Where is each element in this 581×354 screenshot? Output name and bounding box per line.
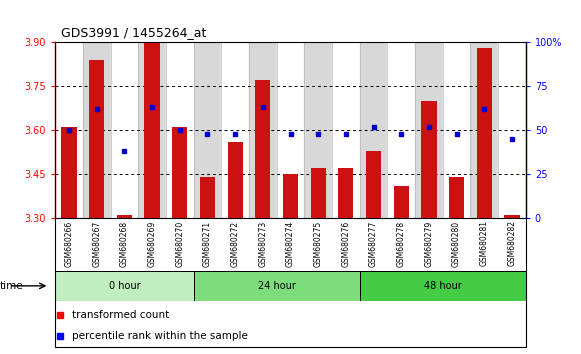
Bar (55, 271, 193, 301)
Bar (393, 185, 409, 218)
Bar (498, 42, 526, 218)
Bar (449, 177, 464, 218)
Text: 24 hour: 24 hour (258, 281, 296, 291)
Bar (388, 42, 415, 218)
Bar (304, 42, 332, 218)
Bar (62, 127, 77, 218)
Bar (415, 42, 443, 218)
Bar (504, 215, 519, 218)
Bar (255, 80, 270, 218)
Bar (89, 60, 105, 218)
Bar (421, 101, 436, 218)
Bar (277, 42, 304, 218)
Bar (193, 42, 221, 218)
Bar (172, 127, 188, 218)
Bar (83, 42, 110, 218)
Bar (471, 42, 498, 218)
Bar (360, 42, 388, 218)
Bar (443, 42, 471, 218)
Bar (166, 42, 193, 218)
Bar (221, 42, 249, 218)
Bar (55, 42, 83, 218)
Bar (145, 42, 160, 218)
Bar (249, 42, 277, 218)
Bar (283, 174, 298, 218)
Bar (338, 168, 353, 218)
Bar (200, 177, 215, 218)
Bar (138, 42, 166, 218)
Bar (117, 215, 132, 218)
Bar (476, 48, 492, 218)
Bar (311, 168, 326, 218)
Bar (193, 271, 360, 301)
Text: percentile rank within the sample: percentile rank within the sample (71, 331, 248, 341)
Text: 0 hour: 0 hour (109, 281, 140, 291)
Bar (360, 271, 526, 301)
Bar (366, 150, 381, 218)
Bar (228, 142, 243, 218)
Bar (332, 42, 360, 218)
Bar (110, 42, 138, 218)
Text: transformed count: transformed count (71, 310, 169, 320)
Text: time: time (0, 281, 24, 291)
Text: 48 hour: 48 hour (424, 281, 462, 291)
Text: GDS3991 / 1455264_at: GDS3991 / 1455264_at (61, 26, 206, 39)
